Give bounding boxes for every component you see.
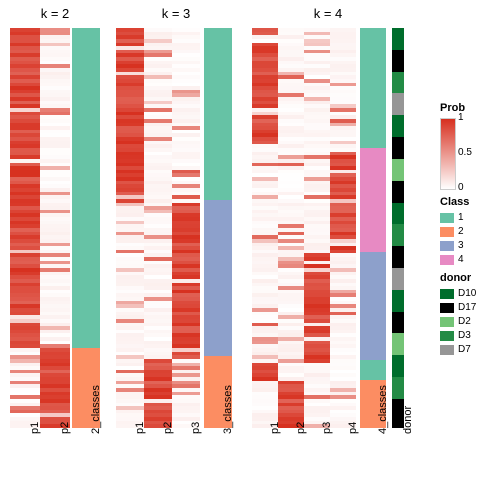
legend-swatch bbox=[440, 213, 454, 223]
legend-label: 2 bbox=[458, 226, 464, 237]
donor-block bbox=[392, 181, 404, 203]
legend-label: D10 bbox=[458, 288, 476, 299]
column-label: p4 bbox=[347, 422, 359, 434]
heatmap-panel-k3 bbox=[116, 28, 236, 428]
class-block bbox=[204, 200, 232, 356]
donor-block bbox=[392, 72, 404, 94]
class-column bbox=[204, 28, 232, 428]
class-block bbox=[360, 360, 386, 380]
column-label: p2 bbox=[295, 422, 307, 434]
donor-block bbox=[392, 203, 404, 225]
legend-donor-item: D10 bbox=[440, 288, 476, 299]
legend-prob-tick: 0.5 bbox=[458, 147, 472, 158]
column-label: p2 bbox=[59, 422, 71, 434]
panel-title-k3: k = 3 bbox=[116, 6, 236, 21]
legend-label: D17 bbox=[458, 302, 476, 313]
legend-donor-title: donor bbox=[440, 272, 471, 284]
panel-title-k4: k = 4 bbox=[252, 6, 404, 21]
column-label: p3 bbox=[321, 422, 333, 434]
donor-block bbox=[392, 246, 404, 268]
legend-class-title: Class bbox=[440, 196, 469, 208]
class-column bbox=[72, 28, 100, 428]
donor-block bbox=[392, 333, 404, 355]
legend-label: 4 bbox=[458, 254, 464, 265]
legend-prob-gradient bbox=[440, 118, 456, 190]
class-column bbox=[360, 28, 386, 428]
donor-block bbox=[392, 159, 404, 181]
legend-class-item: 3 bbox=[440, 240, 464, 251]
legend-class-item: 1 bbox=[440, 212, 464, 223]
donor-block bbox=[392, 28, 404, 50]
column-label: donor bbox=[402, 406, 414, 434]
legend-swatch bbox=[440, 317, 454, 327]
legend-swatch bbox=[440, 289, 454, 299]
legend-donor-item: D7 bbox=[440, 344, 471, 355]
donor-block bbox=[392, 93, 404, 115]
legend-label: D7 bbox=[458, 344, 471, 355]
prob-column-p1 bbox=[116, 28, 144, 428]
legend-swatch bbox=[440, 345, 454, 355]
legend-label: D3 bbox=[458, 330, 471, 341]
legend-swatch bbox=[440, 255, 454, 265]
class-block bbox=[204, 28, 232, 200]
donor-block bbox=[392, 224, 404, 246]
legend-swatch bbox=[440, 303, 454, 313]
donor-block bbox=[392, 290, 404, 312]
heatmap-panel-k2 bbox=[10, 28, 100, 428]
donor-block bbox=[392, 355, 404, 377]
legend-label: 1 bbox=[458, 212, 464, 223]
panel-title-k2: k = 2 bbox=[10, 6, 100, 21]
donor-block bbox=[392, 312, 404, 334]
column-label: 4_classes bbox=[377, 385, 389, 434]
class-block bbox=[360, 252, 386, 360]
legend-label: D2 bbox=[458, 316, 471, 327]
heatmap-panel-k4 bbox=[252, 28, 404, 428]
donor-block bbox=[392, 115, 404, 137]
donor-block bbox=[392, 377, 404, 399]
prob-column-p4 bbox=[330, 28, 356, 428]
donor-column bbox=[392, 28, 404, 428]
legend-prob-tick: 0 bbox=[458, 182, 464, 193]
prob-column-p2 bbox=[278, 28, 304, 428]
legend-swatch bbox=[440, 241, 454, 251]
legend-donor-item: D3 bbox=[440, 330, 471, 341]
prob-column-p2 bbox=[40, 28, 70, 428]
legend-class-item: 4 bbox=[440, 254, 464, 265]
legend-label: 3 bbox=[458, 240, 464, 251]
column-label: 2_classes bbox=[90, 385, 102, 434]
prob-column-p1 bbox=[252, 28, 278, 428]
class-block bbox=[360, 28, 386, 148]
legend-swatch bbox=[440, 331, 454, 341]
donor-block bbox=[392, 268, 404, 290]
donor-block bbox=[392, 137, 404, 159]
legend-donor-item: D17 bbox=[440, 302, 476, 313]
column-label: p1 bbox=[29, 422, 41, 434]
donor-block bbox=[392, 50, 404, 72]
class-block bbox=[360, 148, 386, 252]
legend-prob-tick: 1 bbox=[458, 112, 464, 123]
legend-class-item: 2 bbox=[440, 226, 464, 237]
class-block bbox=[72, 28, 100, 348]
column-label: p2 bbox=[162, 422, 174, 434]
column-label: p1 bbox=[269, 422, 281, 434]
prob-column-p1 bbox=[10, 28, 40, 428]
prob-column-p3 bbox=[304, 28, 330, 428]
legend-swatch bbox=[440, 227, 454, 237]
column-label: p1 bbox=[134, 422, 146, 434]
prob-column-p2 bbox=[144, 28, 172, 428]
legend-donor-item: D2 bbox=[440, 316, 471, 327]
column-label: 3_classes bbox=[222, 385, 234, 434]
column-label: p3 bbox=[190, 422, 202, 434]
prob-column-p3 bbox=[172, 28, 200, 428]
